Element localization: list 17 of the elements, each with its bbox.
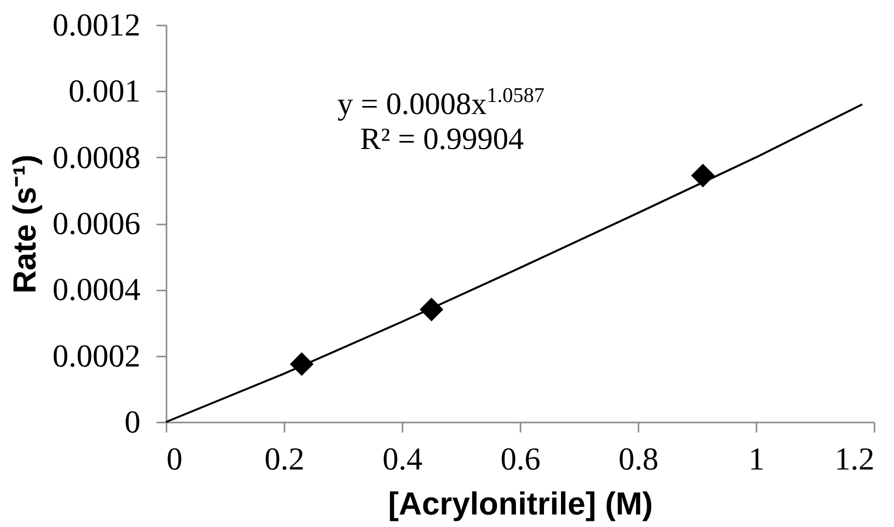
y-tick-label: 0.0002 [52,337,140,374]
annotation: R² = 0.99904 [360,121,524,156]
y-tick-label: 0.001 [68,72,140,109]
y-tick-label: 0.0006 [52,205,140,241]
x-tick-label: 1.2 [834,440,874,476]
y-tick-label: 0.0004 [52,271,140,308]
x-tick-label: 0.8 [618,440,658,476]
x-tick-label: 0.2 [264,440,304,476]
x-tick-label: 0.6 [500,440,540,476]
y-tick-label: 0.0012 [52,6,140,42]
y-tick-label: 0 [124,404,140,440]
x-axis-title: [Acrylonitrile] (M) [388,486,653,522]
y-tick-label: 0.0008 [52,138,140,175]
x-tick-label: 0.4 [382,440,422,476]
x-tick-label: 1 [748,440,764,476]
x-tick-label: 0 [166,440,182,476]
y-axis-title: Rate (s⁻¹) [6,154,42,294]
